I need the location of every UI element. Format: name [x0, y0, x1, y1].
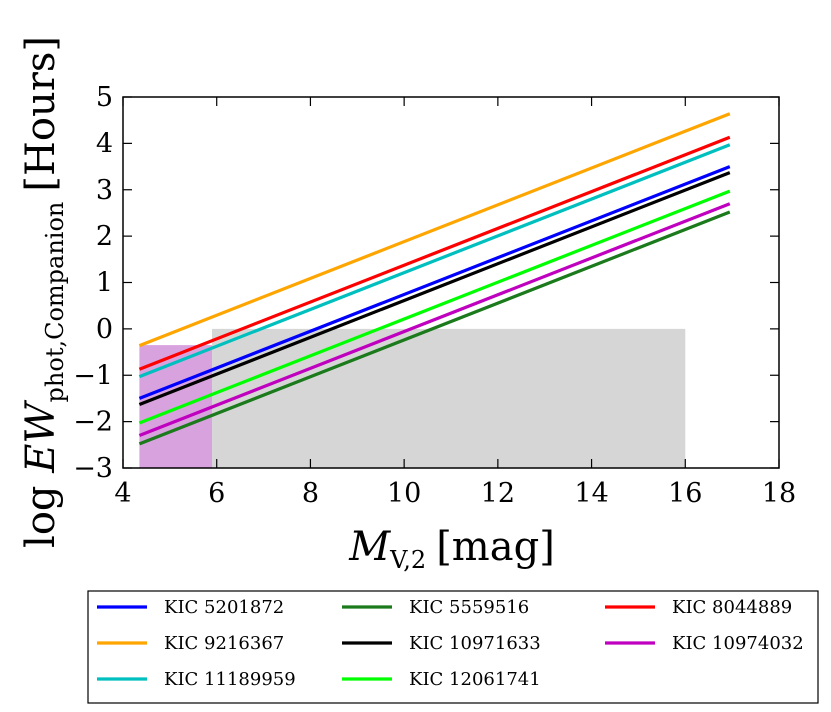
series-lines: [138, 112, 731, 446]
y-axis-label-sub: phot,Companion: [41, 202, 69, 403]
legend-item: KIC 5559516: [342, 597, 529, 618]
x-axis-label-sub: V,2: [389, 546, 426, 574]
x-tick-label: 16: [668, 478, 702, 509]
y-axis-label-unit: [Hours]: [18, 36, 64, 192]
series-line-kic-9216367: [138, 112, 731, 348]
x-tick-label: 8: [302, 478, 319, 509]
y-tick-label: 4: [96, 128, 113, 159]
x-axis-label: MV,2 [mag]: [348, 524, 555, 574]
y-tick-label: −3: [73, 453, 113, 484]
x-axis-label-unit: [mag]: [436, 524, 555, 570]
y-tick-label: −2: [73, 407, 113, 438]
y-axis-label-prefix: log: [18, 473, 64, 548]
legend-label: KIC 10974032: [672, 633, 804, 654]
legend-label: KIC 5201872: [164, 597, 284, 618]
legend-item: KIC 10974032: [605, 633, 804, 654]
legend-item: KIC 11189959: [97, 669, 296, 690]
legend-label: KIC 8044889: [672, 597, 792, 618]
x-tick-label: 18: [762, 478, 796, 509]
series-line-kic-12061741: [138, 189, 731, 425]
y-axis-label-main: EW: [18, 400, 64, 474]
legend-item: KIC 10971633: [342, 633, 541, 654]
y-tick-label: 1: [96, 268, 113, 299]
y-tick-label: 2: [96, 221, 113, 252]
y-tick-label: −1: [73, 360, 113, 391]
legend-box: [87, 590, 819, 704]
x-tick-label: 4: [114, 478, 131, 509]
shaded-regions: [139, 328, 686, 468]
legend-item: KIC 12061741: [342, 669, 541, 690]
series-line-kic-8044889: [138, 135, 731, 371]
x-axis-label-main: M: [348, 524, 391, 570]
legend-label: KIC 11189959: [164, 669, 296, 690]
series-line-kic-5201872: [138, 165, 731, 400]
y-axis-label: log EWphot,Companion [Hours]: [18, 36, 69, 548]
legend-item: KIC 5201872: [97, 597, 284, 618]
legend-label: KIC 5559516: [409, 597, 529, 618]
series-line-kic-11189959: [138, 143, 731, 379]
axis-ticks: [122, 96, 780, 469]
y-tick-label: 0: [96, 314, 113, 345]
legend-items: KIC 5201872 KIC 9216367 KIC 11189959 KIC 55…: [97, 597, 804, 690]
series-line-kic-10974032: [138, 202, 731, 437]
x-tick-label: 12: [481, 478, 515, 509]
x-tick-label: 6: [208, 478, 225, 509]
legend-item: KIC 8044889: [605, 597, 792, 618]
y-tick-label: 3: [96, 175, 113, 206]
x-tick-label: 10: [387, 478, 421, 509]
legend-item: KIC 9216367: [97, 633, 284, 654]
legend-label: KIC 12061741: [409, 669, 541, 690]
series-line-kic-10971633: [138, 171, 731, 406]
legend-label: KIC 10971633: [409, 633, 541, 654]
y-tick-label: 5: [96, 82, 113, 113]
legend: KIC 5201872 KIC 9216367 KIC 11189959 KIC 55…: [87, 590, 819, 704]
legend-label: KIC 9216367: [164, 633, 284, 654]
gray-region: [212, 328, 686, 468]
x-tick-label: 14: [574, 478, 608, 509]
series-line-kic-5559516: [138, 210, 731, 446]
